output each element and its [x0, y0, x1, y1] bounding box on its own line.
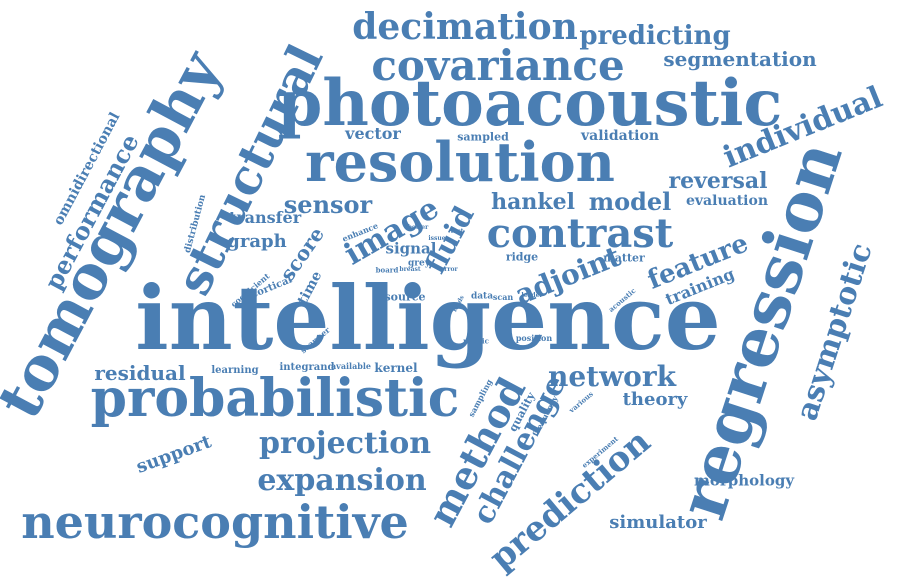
word-grey: grey	[408, 258, 430, 269]
word-source: source	[384, 290, 426, 304]
word-simulator: simulator	[609, 512, 707, 533]
word-expansion: expansion	[257, 463, 427, 498]
word-hankel: hankel	[491, 189, 575, 215]
word-vector: vector	[345, 124, 401, 143]
word-transfer: transfer	[228, 208, 302, 227]
word-sensor: sensor	[283, 190, 373, 219]
word-probabilistic: probabilistic	[90, 368, 460, 429]
word-signal: signal	[385, 239, 437, 258]
word-covariance: covariance	[371, 41, 625, 90]
word-evaluation: evaluation	[686, 193, 768, 209]
word-sampled: sampled	[457, 130, 509, 144]
word-segmentation: segmentation	[663, 47, 817, 71]
word-integrand: integrand	[279, 362, 335, 373]
word-test: test	[450, 228, 464, 235]
word-board: board	[375, 265, 399, 275]
word-photoacoustic: photoacoustic	[277, 66, 783, 141]
word-support: support	[133, 431, 215, 478]
word-leader: leader	[521, 292, 543, 299]
word-predicting: predicting	[579, 21, 731, 51]
word-scan: scan	[492, 292, 514, 302]
word-neurocognitive: neurocognitive	[21, 495, 409, 549]
word-various: various	[567, 389, 595, 415]
word-data: data	[470, 291, 494, 302]
word-contrast: contrast	[486, 210, 674, 257]
word-theory: theory	[622, 389, 688, 410]
word-available: available	[331, 361, 371, 371]
word-breast: breast	[399, 266, 421, 273]
word-morphology: morphology	[693, 471, 795, 490]
word-resolution: resolution	[305, 130, 615, 194]
word-ridge: ridge	[505, 250, 539, 264]
word-matter: matter	[603, 251, 645, 265]
word-network: network	[547, 360, 677, 393]
word-graph: graph	[227, 231, 287, 252]
word-metric: metric	[463, 336, 489, 346]
word-learning: learning	[211, 365, 259, 376]
word-position: position	[515, 333, 553, 343]
word-residual: residual	[94, 361, 186, 385]
word-validation: validation	[580, 128, 660, 144]
word-decimation: decimation	[352, 6, 578, 48]
word-better: better	[407, 224, 429, 231]
word-issue: issue	[428, 235, 446, 242]
word-reversal: reversal	[668, 168, 768, 194]
word-error: error	[440, 266, 458, 273]
word-projection: projection	[258, 426, 432, 461]
word-intelligence: intelligence	[135, 266, 721, 370]
word-model: model	[588, 187, 672, 216]
word-kernel: kernel	[374, 361, 418, 375]
